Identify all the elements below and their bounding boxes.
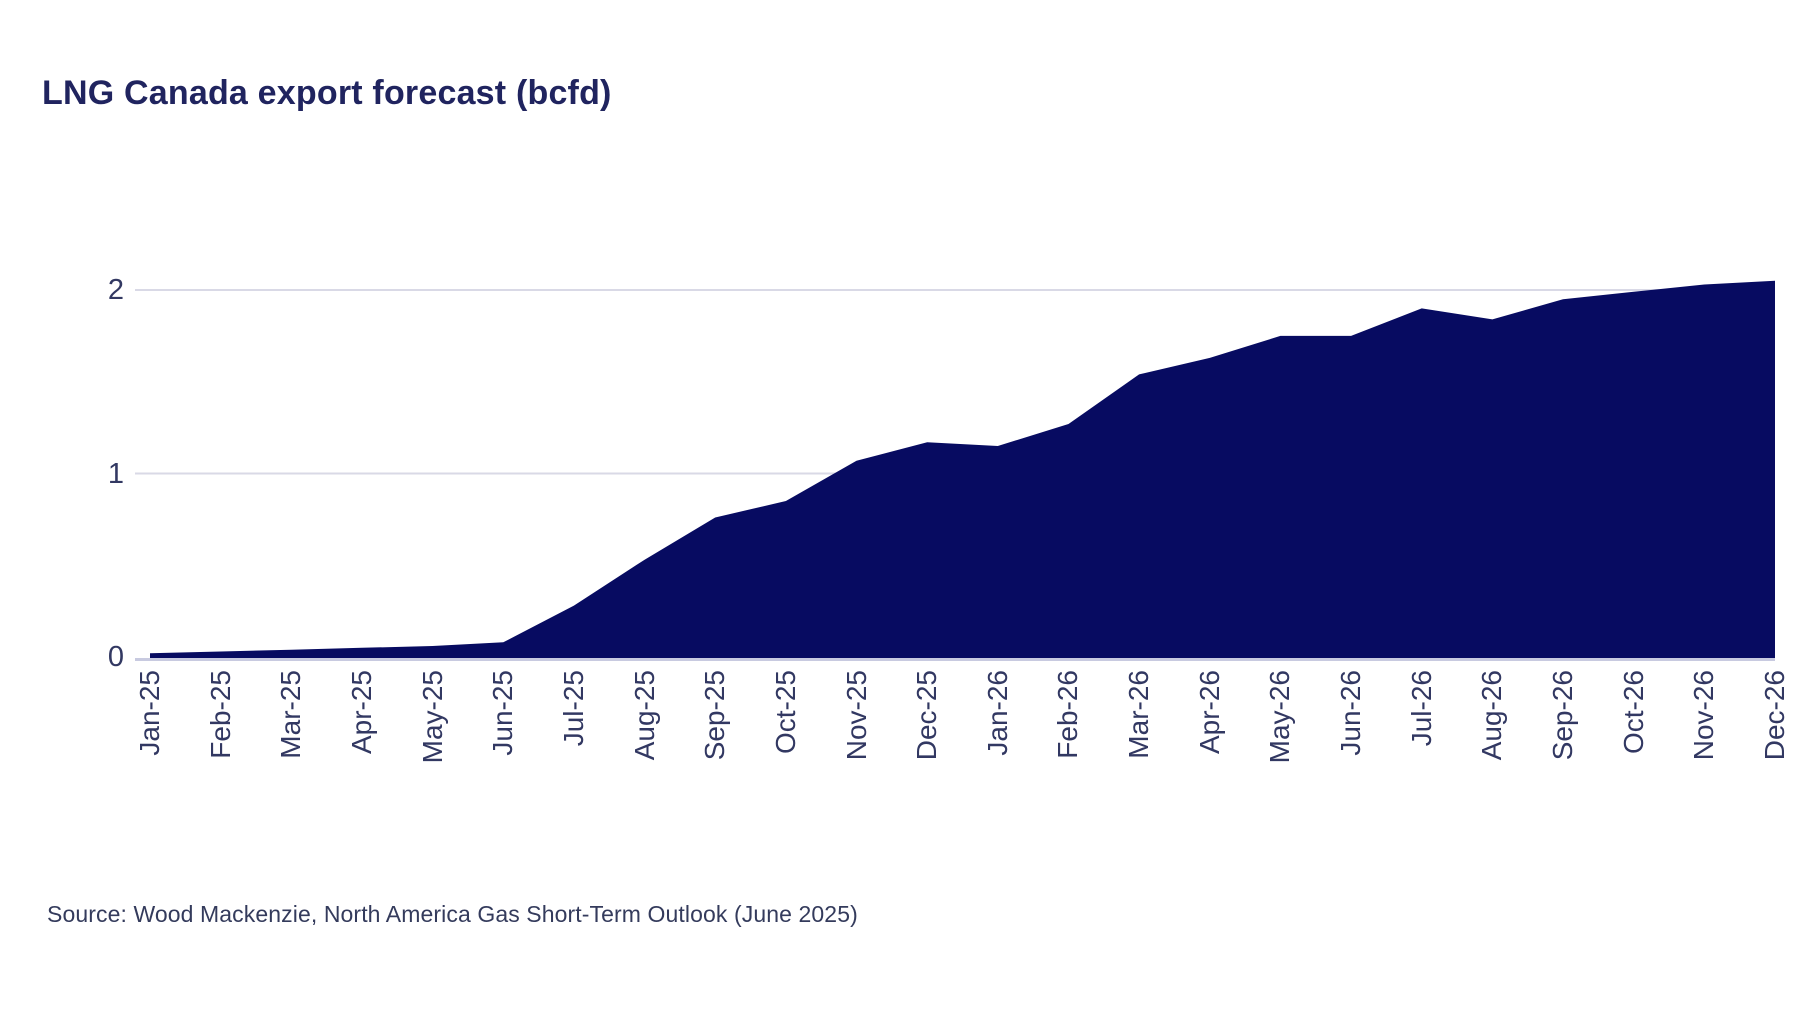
x-tick-label: Sep-25 [699,670,731,761]
x-tick-label: May-25 [416,670,448,764]
x-tick-label: Apr-25 [345,670,377,755]
y-tick-label: 0 [107,641,124,673]
x-tick-label: May-26 [1264,670,1296,764]
x-tick-label: Apr-26 [1193,670,1225,755]
chart-title: LNG Canada export forecast (bcfd) [42,74,612,112]
x-tick-label: Feb-25 [204,670,236,759]
x-tick-label: Aug-25 [628,670,660,761]
x-tick-label: Jun-25 [487,670,519,756]
y-tick-label: 1 [107,457,124,490]
export-forecast-area [150,280,1775,658]
x-tick-label: Dec-26 [1758,670,1790,761]
x-tick-label: Jul-25 [557,670,589,747]
x-tick-label: Mar-25 [275,670,307,759]
x-tick-label: Mar-26 [1123,670,1155,759]
x-tick-label: Jul-26 [1405,670,1437,747]
x-tick-label: Feb-26 [1052,670,1084,759]
source-note: Source: Wood Mackenzie, North America Ga… [47,901,858,927]
forecast-area-fill [150,280,1775,658]
x-tick-label: Nov-25 [840,670,872,761]
x-tick-label: Jun-26 [1334,670,1366,756]
x-tick-label: Jan-25 [133,670,165,756]
y-tick-label: 2 [107,274,124,306]
x-tick-label: Nov-26 [1688,670,1720,761]
x-tick-label: Jan-26 [981,670,1013,756]
x-tick-label: Oct-25 [769,670,801,755]
x-tick-label: Oct-26 [1617,670,1649,755]
x-tick-label: Aug-26 [1476,670,1508,761]
x-tick-label: Dec-25 [911,670,943,761]
x-tick-label: Sep-26 [1546,670,1578,761]
